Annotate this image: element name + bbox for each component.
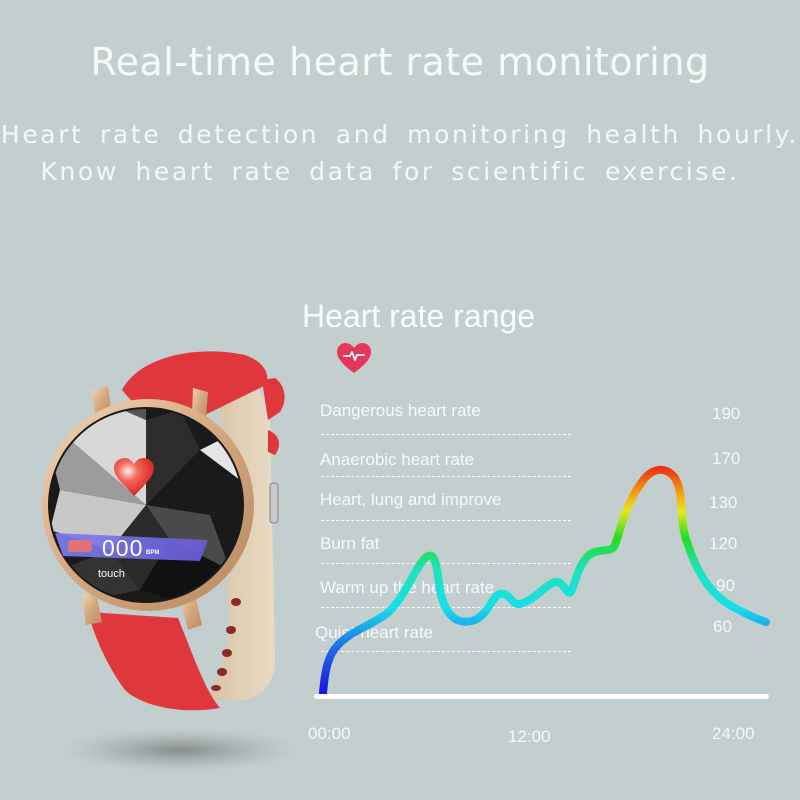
- heart-pulse-icon: [337, 343, 371, 373]
- zone-divider: [321, 434, 571, 435]
- zone-divider: [321, 476, 571, 477]
- zone-label-anaerobic: Anaerobic heart rate: [320, 450, 475, 469]
- watch-bpm-value: 000: [102, 535, 144, 561]
- zone-value-170: 170: [712, 449, 741, 468]
- zone-value-60: 60: [713, 617, 732, 636]
- watch-touch-label: touch: [98, 568, 125, 580]
- zone-divider: [321, 651, 571, 652]
- zone-label-heart-lung: Heart, lung and improve: [320, 490, 502, 509]
- x-tick-mid: 12:00: [508, 727, 551, 746]
- chart-baseline: [314, 694, 769, 699]
- smartwatch-image: 000 BPM touch: [30, 340, 330, 780]
- zone-label-dangerous: Dangerous heart rate: [320, 401, 481, 420]
- x-tick-end: 24:00: [712, 724, 755, 743]
- subtitle-line-1: Heart rate detection and monitoring heal…: [0, 120, 800, 149]
- zone-divider: [321, 520, 571, 521]
- watch-bpm-unit: BPM: [146, 550, 160, 556]
- x-tick-start: 00:00: [308, 724, 351, 743]
- subtitle-line-2: Know heart rate data for scientific exer…: [40, 157, 740, 186]
- zone-value-90: 90: [716, 576, 735, 595]
- zone-divider: [321, 563, 571, 564]
- zone-value-130: 130: [709, 493, 738, 512]
- section-title: Heart rate range: [302, 298, 536, 334]
- smartwatch-graphic: [42, 351, 300, 772]
- zone-value-190: 190: [712, 404, 741, 423]
- page-title: Real-time heart rate monitoring: [90, 40, 710, 84]
- zone-label-burn-fat: Burn fat: [320, 534, 380, 553]
- watch-heart-icon: [114, 458, 154, 496]
- zone-value-120: 120: [709, 534, 738, 553]
